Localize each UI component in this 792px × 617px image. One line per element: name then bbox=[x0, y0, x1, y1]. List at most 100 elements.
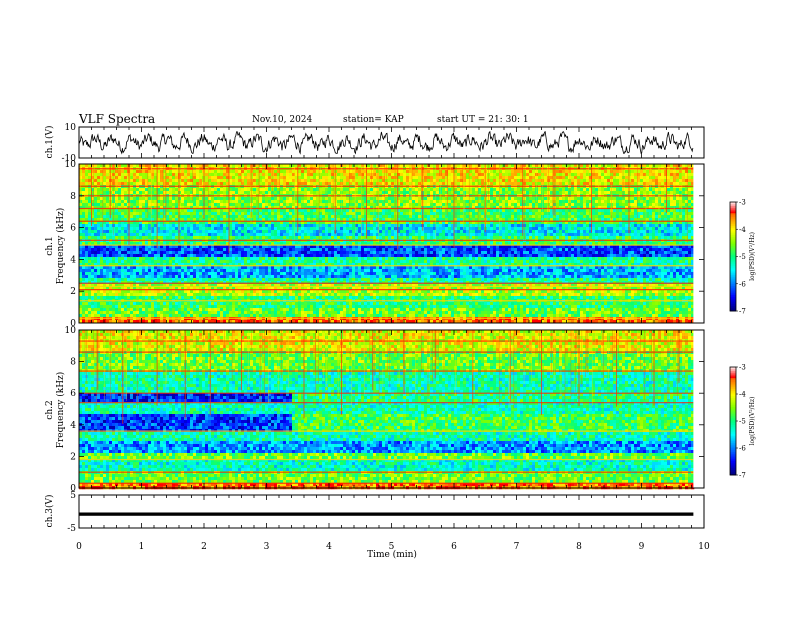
ch1-spec-cell bbox=[148, 215, 151, 218]
ch1-spec-cell bbox=[124, 179, 127, 182]
ch1-spec-cell bbox=[559, 224, 562, 227]
ch1-spec-cell bbox=[652, 227, 655, 230]
ch1-spec-cell bbox=[415, 224, 418, 227]
ch1-spec-cell bbox=[280, 209, 283, 212]
ch1-spec-cell bbox=[271, 179, 274, 182]
ch1-spec-cell bbox=[406, 233, 409, 236]
ch1-spec-cell bbox=[622, 188, 625, 191]
ch1-spec-cell bbox=[604, 200, 607, 203]
ch1-spec-cell bbox=[574, 224, 577, 227]
ch1-spec-cell bbox=[613, 179, 616, 182]
ch1-spec-cell bbox=[661, 179, 664, 182]
ch1-spec-cell bbox=[208, 224, 211, 227]
ch1-spec-cell bbox=[205, 173, 208, 176]
ch1-spec-cell bbox=[481, 227, 484, 230]
ch1-spec-cell bbox=[598, 215, 601, 218]
ch1-spec-cell bbox=[88, 233, 91, 236]
ch1-spec-cell bbox=[562, 197, 565, 200]
ch1-spec-cell bbox=[325, 191, 328, 194]
ch1-spec-cell bbox=[394, 203, 397, 206]
ch1-spec-cell bbox=[250, 224, 253, 227]
ch1-spec-cell bbox=[316, 233, 319, 236]
ch1-spec-cell bbox=[268, 209, 271, 212]
ch1-spec-cell bbox=[112, 173, 115, 176]
ch1-spec-cell bbox=[274, 173, 277, 176]
ch1-spec-cell bbox=[634, 203, 637, 206]
ch1-spec-cell bbox=[445, 215, 448, 218]
ch1-spec-cell bbox=[241, 203, 244, 206]
ch1-spec-cell bbox=[640, 176, 643, 179]
ch1-spec-cell bbox=[424, 209, 427, 212]
ch1-spec-cell bbox=[205, 215, 208, 218]
ch1-spec-cell bbox=[223, 173, 226, 176]
ch1-spec-cell bbox=[196, 182, 199, 185]
ch1-spec-cell bbox=[649, 209, 652, 212]
ch1-spec-cell bbox=[550, 176, 553, 179]
ch1-spec-cell bbox=[688, 212, 691, 215]
ch1-spec-cell bbox=[235, 191, 238, 194]
ch1-spec-cell bbox=[199, 215, 202, 218]
ch1-spec-cell bbox=[316, 197, 319, 200]
ch1-spec-cell bbox=[583, 182, 586, 185]
ch1-spec-cell bbox=[613, 203, 616, 206]
ch1-spec-cell bbox=[211, 230, 214, 233]
ch1-spec-cell bbox=[529, 215, 532, 218]
ch1-spec-cell bbox=[400, 188, 403, 191]
ch1-spec-cell bbox=[601, 209, 604, 212]
ch1-spec-cell bbox=[310, 200, 313, 203]
ch1-spec-cell bbox=[634, 224, 637, 227]
ch1-spec-cell bbox=[574, 182, 577, 185]
ch1-spec-cell bbox=[382, 224, 385, 227]
ch1-spec-cell bbox=[130, 182, 133, 185]
ch1-spec-cell bbox=[301, 182, 304, 185]
ch1-spec-cell bbox=[442, 200, 445, 203]
ch1-spec-cell bbox=[682, 170, 685, 173]
ch1-spec-cell bbox=[118, 170, 121, 173]
ch1-spec-cell bbox=[232, 176, 235, 179]
ch1-spec-cell bbox=[403, 173, 406, 176]
ch1-spec-cell bbox=[148, 227, 151, 230]
ch1-spec-cell bbox=[139, 191, 142, 194]
ch1-spec-cell bbox=[169, 215, 172, 218]
ch1-spec-cell bbox=[436, 215, 439, 218]
ch1-spec-cell bbox=[556, 224, 559, 227]
ch1-spec-cell bbox=[379, 182, 382, 185]
ch1-spec-cell bbox=[631, 215, 634, 218]
ch1-spec-cell bbox=[133, 191, 136, 194]
ch1-waveform-panel: 10-10 bbox=[62, 123, 705, 164]
ch1-spec-cell bbox=[94, 233, 97, 236]
ch1-spec-cell bbox=[106, 176, 109, 179]
ch1-spec-cell bbox=[487, 209, 490, 212]
ch1-spec-cell bbox=[238, 176, 241, 179]
ch1-spec-cell bbox=[595, 191, 598, 194]
ch1-spec-cell bbox=[580, 176, 583, 179]
ch1-spec-cell bbox=[289, 188, 292, 191]
ch1-spec-cell bbox=[286, 176, 289, 179]
ch1-spec-cell bbox=[610, 197, 613, 200]
ch1-spec-cell bbox=[541, 197, 544, 200]
ch1-spec-cell bbox=[220, 233, 223, 236]
ch1-spec-cell bbox=[619, 191, 622, 194]
ch1-spec-cell bbox=[424, 182, 427, 185]
ch1-spec-cell bbox=[448, 203, 451, 206]
ch1-spec-cell bbox=[106, 191, 109, 194]
ch1-spec-cell bbox=[103, 227, 106, 230]
ch1-spec-cell bbox=[502, 170, 505, 173]
ch1-spec-cell bbox=[289, 191, 292, 194]
ch1-spec-cell bbox=[139, 200, 142, 203]
ch1-spec-cell bbox=[112, 203, 115, 206]
ch1-spec-cell bbox=[160, 233, 163, 236]
ch1-spec-cell bbox=[337, 233, 340, 236]
ch1-spec-cell bbox=[607, 200, 610, 203]
ch1-spec-cell bbox=[475, 233, 478, 236]
ch1-spec-cell bbox=[655, 173, 658, 176]
ch1-spec-cell bbox=[271, 212, 274, 215]
ch1-spec-cell bbox=[256, 200, 259, 203]
ch1-spec-cell bbox=[337, 176, 340, 179]
ch1-spec-cell bbox=[160, 173, 163, 176]
ch1-spec-cell bbox=[205, 191, 208, 194]
ch1-spec-cell bbox=[172, 179, 175, 182]
ch1-spec-cell bbox=[541, 227, 544, 230]
ch1-spec-cell bbox=[250, 233, 253, 236]
ch1-spec-cell bbox=[559, 212, 562, 215]
